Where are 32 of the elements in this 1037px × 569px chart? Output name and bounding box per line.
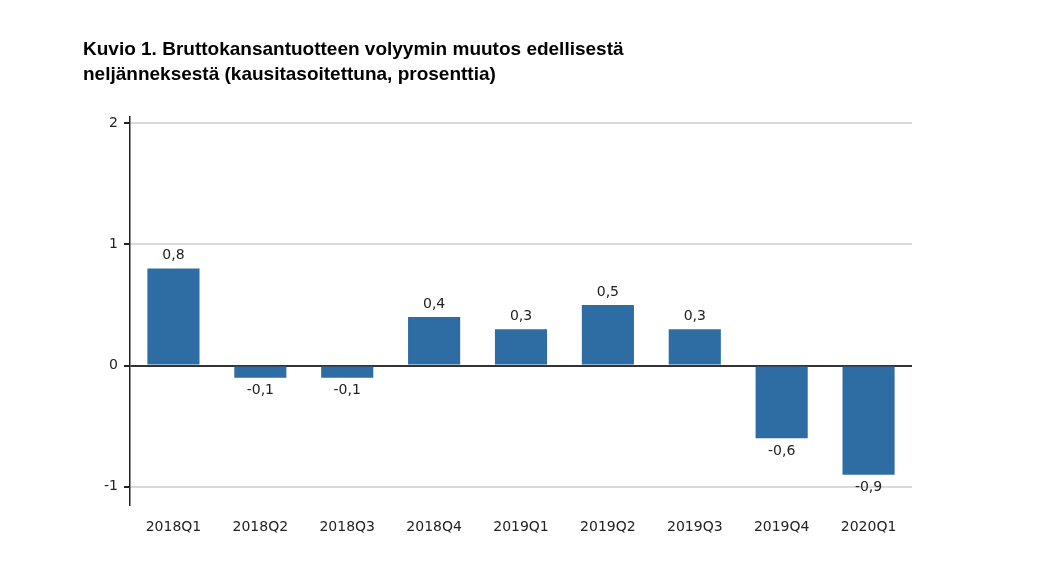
x-tick-label: 2019Q3 [667,518,723,535]
data-label: 0,5 [596,282,620,299]
data-label: -0,6 [768,441,796,458]
y-tick-label: 1 [109,234,118,251]
bar [842,366,895,475]
data-label: 0,3 [509,306,533,323]
bar [581,304,634,365]
data-label: 0,4 [422,294,446,311]
bar [755,366,808,439]
data-label: -0,1 [333,381,361,398]
bar [147,268,200,365]
y-tick-label: -1 [104,477,118,494]
y-tick-label: 2 [109,113,118,130]
x-tick-label: 2018Q4 [406,518,462,535]
data-label: -0,9 [854,478,883,495]
x-tick-label: 2018Q2 [232,518,289,535]
chart-title: Kuvio 1. Bruttokansantuotteen volyymin muutos edellisestä neljänneksestä (kausitasoitettuna, prosenttia) [83,37,625,86]
x-tick-label: 2018Q1 [145,518,202,535]
y-tick-label: 0 [109,356,118,373]
data-label: 0,8 [162,246,185,263]
x-tick-label: 2019Q4 [753,518,810,535]
x-tick-label: 2020Q1 [840,518,897,535]
bar [668,329,721,365]
data-label: 0,3 [683,306,706,323]
bar [494,329,548,365]
data-label: -0,1 [246,381,274,398]
bar [234,366,287,378]
bar [321,366,374,378]
x-tick-label: 2018Q3 [319,518,375,535]
x-tick-label: 2019Q1 [493,518,549,535]
bar [408,317,461,365]
x-tick-label: 2019Q2 [580,518,636,535]
